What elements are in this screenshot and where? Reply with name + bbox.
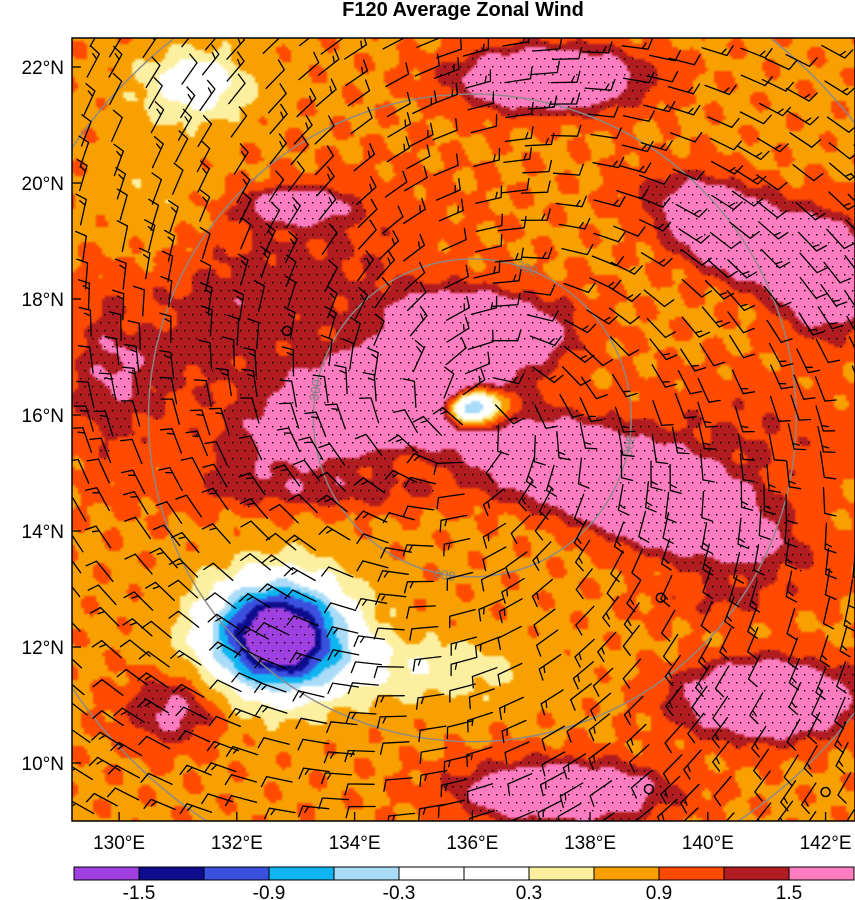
range-ring-1	[312, 258, 632, 578]
colorbar-label: -0.9	[253, 883, 286, 900]
x-tick-label: 140°E	[682, 833, 734, 854]
range-ring-label: 300	[433, 566, 457, 585]
colorbar-swatch	[788, 866, 855, 881]
colorbar-label: -1.5	[123, 883, 156, 900]
colorbar-swatch	[138, 866, 205, 881]
x-tick-label: 138°E	[564, 833, 616, 854]
y-tick-label: 10°N	[22, 754, 64, 775]
colorbar-label: -0.3	[383, 883, 416, 900]
y-tick-label: 12°N	[22, 638, 64, 659]
figure-title: F120 Average Zonal Wind	[342, 0, 584, 21]
wind-barbs	[72, 38, 855, 821]
x-tick-label: 142°E	[800, 833, 852, 854]
colorbar-swatch	[73, 866, 140, 881]
y-tick-label: 14°N	[22, 522, 64, 543]
x-tick-label: 136°E	[446, 833, 498, 854]
y-tick-label: 22°N	[22, 58, 64, 79]
colorbar-label: 0.9	[646, 883, 672, 900]
wind-barb-set	[72, 38, 855, 821]
colorbar-swatch	[268, 866, 335, 881]
colorbar-swatch	[203, 866, 270, 881]
y-tick-label: 18°N	[22, 290, 64, 311]
calm-wind-markers	[281, 325, 831, 798]
colorbar: -1.5 -0.9 -0.3 0.3 0.9 1.5	[73, 866, 855, 900]
colorbar-swatch	[333, 866, 400, 881]
colorbar-label: 1.5	[776, 883, 802, 900]
colorbar-swatch	[593, 866, 660, 881]
y-axis-ticks: 10°N 12°N 14°N 16°N 18°N 20°N 22°N	[22, 58, 64, 775]
colorbar-swatch	[528, 866, 595, 881]
zonal-wind-shaded-field	[72, 38, 855, 821]
range-ring-2	[147, 93, 797, 743]
colorbar-swatch	[398, 866, 465, 881]
colorbar-label: 0.3	[516, 883, 542, 900]
colorbar-swatch	[658, 866, 725, 881]
y-tick-label: 20°N	[22, 174, 64, 195]
range-ring-label: 300	[620, 434, 639, 458]
y-tick-label: 16°N	[22, 406, 64, 427]
x-tick-label: 134°E	[329, 833, 381, 854]
calm-wind-circle	[655, 592, 666, 603]
calm-wind-circle	[820, 786, 831, 798]
x-tick-label: 132°E	[211, 833, 263, 854]
map-frame	[71, 37, 855, 822]
colorbar-swatch	[463, 866, 530, 881]
x-axis-ticks: 130°E 132°E 134°E 136°E 138°E 140°E 142°E	[93, 833, 851, 854]
calm-wind-circle	[643, 783, 655, 795]
colorbar-swatch	[723, 866, 790, 881]
calm-wind-circle	[281, 325, 293, 337]
x-tick-label: 130°E	[93, 833, 145, 854]
range-ring-label: 300	[306, 378, 325, 402]
